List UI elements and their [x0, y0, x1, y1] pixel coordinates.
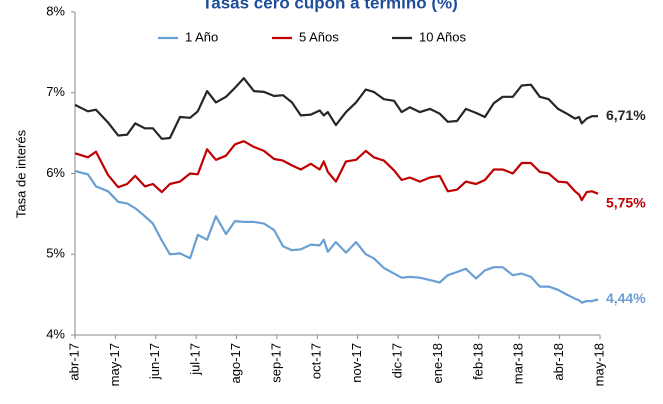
series-line — [74, 140, 599, 202]
series-line — [74, 77, 598, 140]
y-tick-label: 4% — [46, 326, 65, 341]
legend-label: 10 Años — [419, 29, 466, 44]
x-tick-label: ago-17 — [228, 343, 243, 383]
x-tick-label: dic-17 — [390, 343, 405, 378]
x-tick-label: nov-17 — [349, 343, 364, 383]
end-label: 4,44% — [606, 290, 646, 306]
x-tick-label: abr-18 — [551, 343, 566, 381]
x-tick-label: mar-18 — [511, 343, 526, 384]
x-tick-label: feb-18 — [470, 343, 485, 380]
end-label: 5,75% — [606, 194, 646, 210]
y-tick-label: 5% — [46, 246, 65, 261]
chart-title: Tasas cero cupón a término (%) — [202, 0, 458, 12]
x-tick-label: may-17 — [107, 343, 122, 386]
x-tick-label: abr-17 — [66, 343, 81, 381]
y-tick-label: 6% — [46, 165, 65, 180]
x-tick-label: oct-17 — [309, 343, 324, 379]
y-tick-label: 7% — [46, 84, 65, 99]
x-tick-label: may-18 — [591, 343, 606, 386]
y-tick-label: 8% — [46, 3, 65, 18]
series-line — [74, 170, 599, 304]
x-tick-label: ene-18 — [430, 343, 445, 383]
y-axis-label: Tasa de interés — [13, 129, 28, 218]
legend-label: 1 Año — [185, 29, 218, 44]
x-tick-label: sep-17 — [268, 343, 283, 383]
x-tick-label: jun-17 — [147, 343, 162, 380]
legend-label: 5 Años — [299, 29, 339, 44]
x-tick-label: jul-17 — [188, 343, 203, 376]
end-label: 6,71% — [606, 107, 646, 123]
